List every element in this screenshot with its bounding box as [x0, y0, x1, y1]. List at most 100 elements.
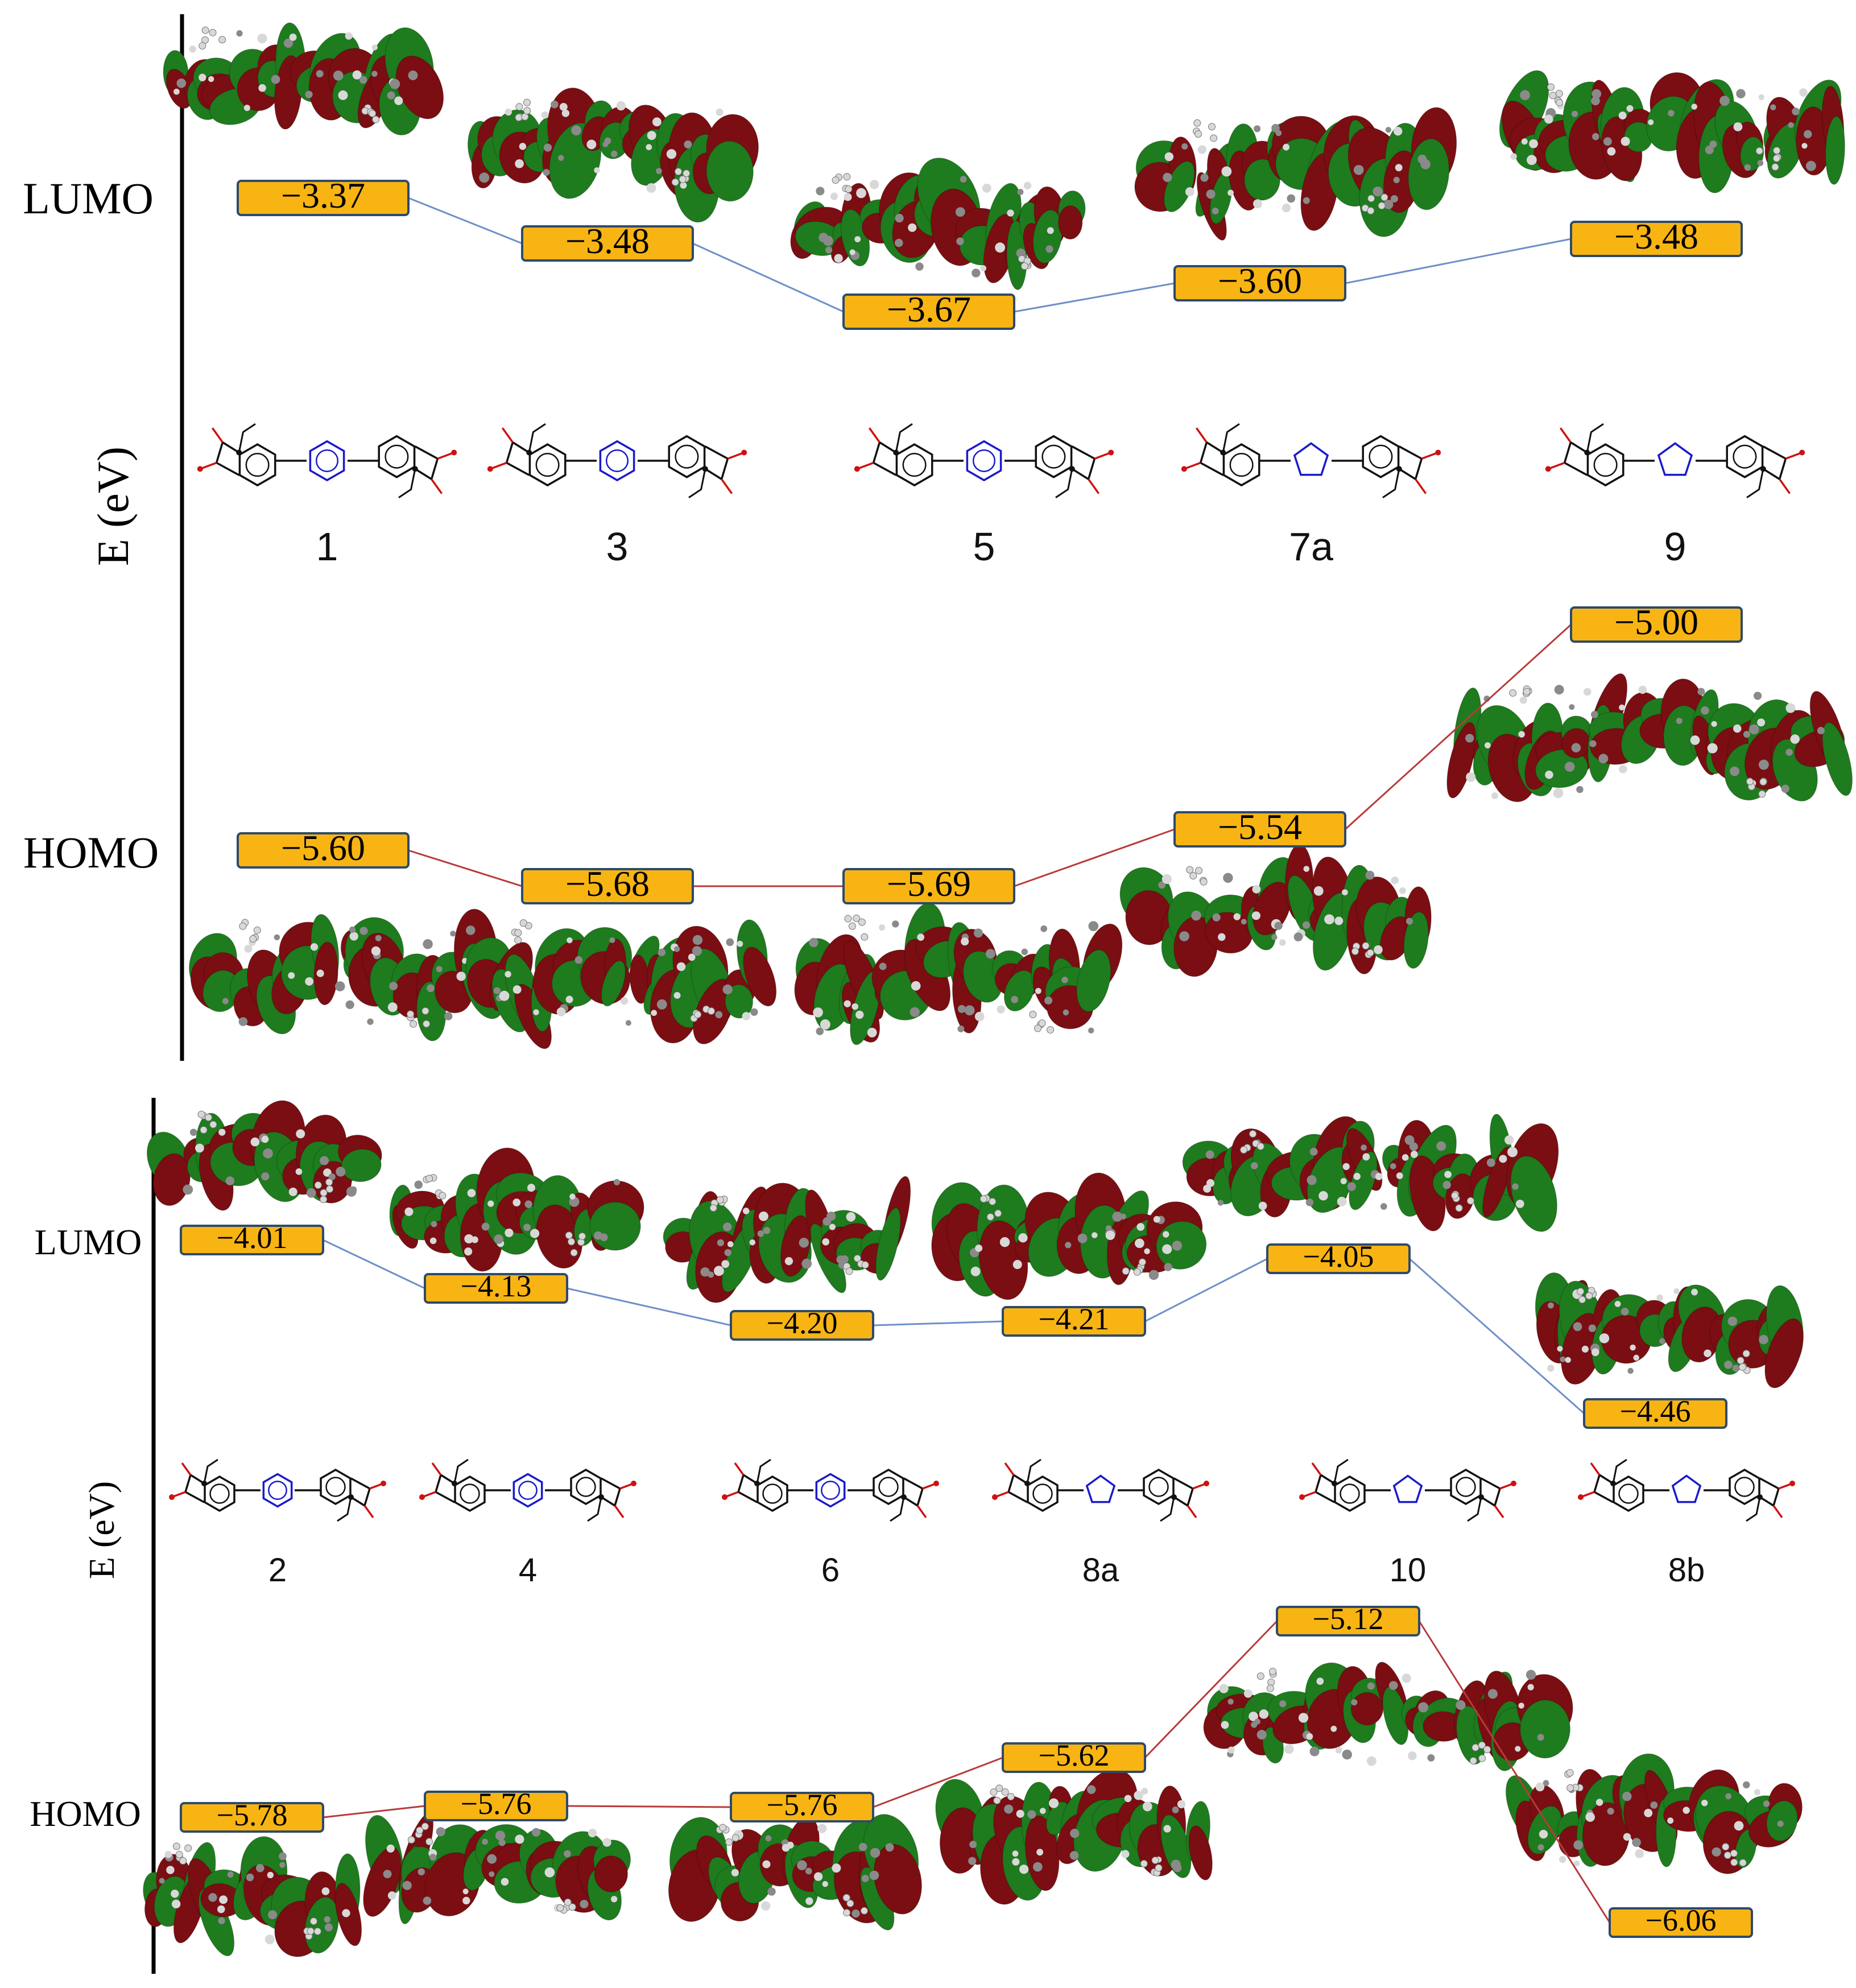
carbonyl-bond: [857, 461, 874, 470]
atom-sphere: [418, 1868, 425, 1876]
five-ring: [872, 440, 897, 476]
atom-sphere: [1390, 195, 1398, 203]
atom-sphere: [1668, 110, 1675, 117]
atom-sphere: [656, 168, 662, 175]
atom-sphere: [1217, 1200, 1224, 1206]
lumo-energy-value: −4.01: [217, 1221, 288, 1255]
lumo-level-box: [1266, 1243, 1411, 1274]
atom-sphere: [236, 30, 243, 37]
atom-sphere: [1088, 921, 1099, 932]
atom-sphere: [532, 1828, 541, 1837]
atom-sphere: [759, 1211, 768, 1221]
methyl-hydrogen: [1138, 1258, 1146, 1266]
atom-sphere: [1644, 1808, 1653, 1817]
atom-sphere: [571, 125, 581, 136]
homo-level-1: −5.60: [237, 828, 410, 869]
atom-sphere: [1212, 207, 1219, 214]
carbonyl-bond: [1088, 478, 1100, 494]
lumo-level-7a: −3.60: [1173, 261, 1346, 301]
thiophene-ring: [1671, 1474, 1702, 1503]
nitrogen-atom: [754, 1481, 760, 1486]
homo-level-box: [1276, 1606, 1420, 1636]
atom-sphere: [1271, 123, 1280, 133]
atom-sphere: [1402, 1673, 1411, 1683]
orbital-lobe: [743, 947, 777, 1007]
atom-sphere: [620, 997, 629, 1005]
orbital-lobe: [875, 1208, 901, 1281]
atom-sphere: [1736, 89, 1746, 98]
atom-sphere: [208, 76, 214, 82]
atom-sphere: [551, 100, 559, 109]
atom-sphere: [402, 1880, 412, 1890]
atom-sphere: [267, 1871, 274, 1879]
homo-orbital-plot: [935, 1768, 1213, 1905]
atom-sphere: [855, 1010, 864, 1019]
atom-sphere: [1697, 688, 1705, 696]
compound-number: 5: [973, 524, 995, 569]
lumo-level-1: −3.37: [237, 175, 410, 216]
benzene-ring: [1035, 435, 1073, 478]
atom-sphere: [915, 262, 924, 271]
atom-sphere: [960, 176, 967, 183]
oxygen-atom: [487, 466, 493, 472]
methyl-hydrogen: [1773, 147, 1781, 155]
atom-sphere: [1313, 886, 1324, 896]
atom-sphere: [856, 188, 866, 199]
benzene-ring-inner: [1456, 1477, 1476, 1497]
atom-sphere: [982, 183, 991, 193]
atom-sphere: [656, 999, 667, 1010]
atom-sphere: [1219, 1684, 1229, 1693]
methyl-hydrogen: [1730, 1858, 1738, 1866]
atom-sphere: [1592, 133, 1599, 140]
atom-sphere: [261, 1172, 270, 1181]
atom-sphere: [1241, 919, 1247, 925]
atom-sphere: [1087, 1785, 1096, 1794]
five-ring: [903, 1477, 924, 1507]
lumo-level-box: [1173, 265, 1346, 301]
methyl-hydrogen: [1737, 1357, 1745, 1365]
atom-sphere: [1309, 1147, 1318, 1156]
atom-sphere: [1040, 1808, 1046, 1814]
nitrogen-atom: [452, 1481, 457, 1486]
atom-sphere: [1158, 881, 1166, 889]
five-ring: [1762, 445, 1787, 481]
oxygen-atom: [1108, 449, 1114, 456]
benzene-ring: [320, 1468, 352, 1506]
atom-sphere: [742, 1012, 751, 1020]
atom-sphere: [1754, 1789, 1761, 1796]
benzene-ring-inner: [878, 1477, 899, 1497]
atom-sphere: [195, 1143, 204, 1153]
atom-sphere: [1621, 137, 1630, 146]
atom-sphere: [1383, 200, 1394, 209]
methyl-hydrogen: [175, 1850, 183, 1858]
atom-sphere: [1519, 696, 1527, 704]
benzene-ring-inner: [535, 453, 560, 477]
nitrogen-atom: [1024, 1481, 1030, 1486]
homo-orbital-plot: [668, 1814, 922, 1931]
atom-sphere: [1817, 726, 1825, 734]
atom-sphere: [515, 159, 524, 168]
atom-sphere: [1504, 1135, 1514, 1145]
lumo-level-box: [521, 225, 694, 262]
methyl-hydrogen: [416, 1826, 424, 1834]
atom-sphere: [1790, 734, 1800, 744]
lumo-connector-line: [1409, 1258, 1585, 1415]
atom-sphere: [288, 1187, 297, 1196]
lumo-energy-value: −4.46: [1620, 1394, 1691, 1428]
methyl-hydrogen: [1723, 1851, 1731, 1859]
atom-sphere: [238, 1017, 248, 1026]
atom-sphere: [616, 101, 626, 111]
nitrogen-atom: [1069, 466, 1075, 472]
atom-sphere: [1148, 1270, 1159, 1280]
atom-sphere: [1021, 948, 1028, 956]
atom-sphere: [1711, 721, 1717, 727]
atom-sphere: [243, 105, 250, 111]
carbonyl-bond: [1421, 451, 1438, 460]
atom-sphere: [1036, 1849, 1044, 1856]
linker-ring-inner: [268, 1481, 287, 1500]
lumo-orbital-plot: [1535, 1272, 1804, 1388]
methyl-hydrogen: [1362, 942, 1370, 950]
atom-sphere: [1588, 1324, 1597, 1332]
atom-sphere: [1385, 127, 1391, 133]
methyl-hydrogen: [1155, 1864, 1163, 1872]
